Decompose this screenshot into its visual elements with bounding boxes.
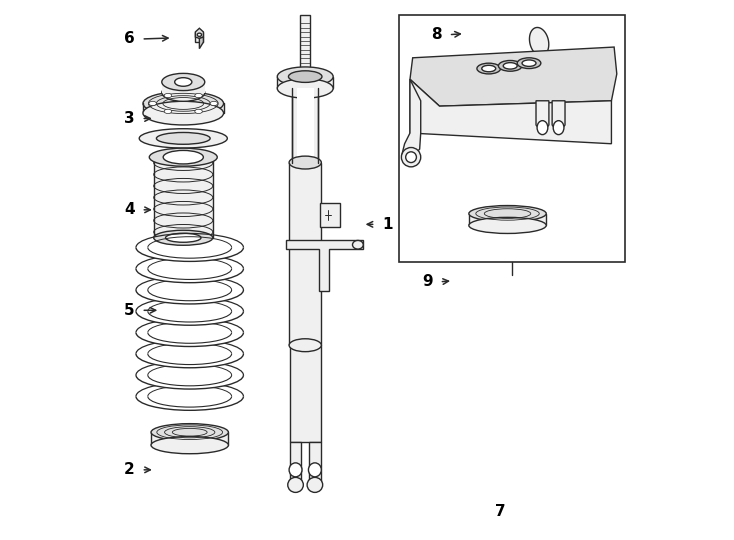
Ellipse shape (288, 477, 303, 492)
Ellipse shape (522, 60, 536, 66)
Ellipse shape (352, 240, 363, 249)
Polygon shape (136, 269, 244, 282)
Ellipse shape (139, 129, 228, 148)
Ellipse shape (537, 120, 548, 134)
Polygon shape (320, 203, 340, 227)
Ellipse shape (288, 71, 322, 83)
Text: 7: 7 (495, 504, 506, 519)
Polygon shape (153, 157, 213, 238)
Ellipse shape (277, 79, 333, 98)
Ellipse shape (197, 33, 202, 36)
Ellipse shape (469, 206, 546, 221)
Polygon shape (161, 82, 205, 93)
Ellipse shape (156, 132, 210, 144)
Polygon shape (402, 79, 421, 160)
Polygon shape (136, 375, 244, 389)
Ellipse shape (289, 339, 321, 352)
Ellipse shape (195, 93, 203, 98)
Text: 3: 3 (124, 111, 135, 126)
Text: 6: 6 (124, 31, 135, 46)
Polygon shape (136, 311, 244, 325)
Polygon shape (469, 214, 546, 225)
Polygon shape (200, 37, 203, 49)
Polygon shape (290, 345, 321, 442)
Ellipse shape (401, 147, 421, 167)
Polygon shape (136, 354, 244, 368)
Text: 5: 5 (124, 303, 135, 318)
Text: 4: 4 (124, 202, 135, 217)
Polygon shape (136, 396, 244, 410)
Polygon shape (309, 442, 321, 485)
Ellipse shape (406, 152, 416, 163)
Ellipse shape (151, 436, 228, 454)
Ellipse shape (469, 218, 546, 233)
Ellipse shape (553, 120, 564, 134)
Polygon shape (286, 240, 363, 292)
Polygon shape (529, 28, 549, 56)
Ellipse shape (161, 73, 205, 91)
Polygon shape (151, 432, 228, 445)
Polygon shape (552, 101, 565, 133)
Polygon shape (297, 89, 314, 163)
Polygon shape (277, 77, 333, 89)
Ellipse shape (210, 102, 218, 106)
Ellipse shape (164, 93, 172, 98)
Polygon shape (136, 290, 244, 304)
Ellipse shape (166, 233, 201, 242)
Ellipse shape (517, 58, 541, 69)
Ellipse shape (482, 65, 495, 72)
Ellipse shape (143, 92, 224, 115)
Polygon shape (289, 163, 321, 345)
Polygon shape (536, 101, 549, 133)
Ellipse shape (143, 102, 224, 125)
Polygon shape (290, 442, 302, 485)
Ellipse shape (308, 463, 321, 477)
Ellipse shape (498, 60, 522, 71)
Ellipse shape (151, 424, 228, 441)
Text: 8: 8 (432, 27, 442, 42)
Polygon shape (410, 47, 617, 106)
Ellipse shape (289, 156, 321, 169)
Text: 1: 1 (382, 217, 393, 232)
Ellipse shape (477, 63, 501, 74)
Polygon shape (300, 15, 310, 71)
Ellipse shape (153, 230, 213, 245)
Polygon shape (136, 333, 244, 347)
Ellipse shape (277, 67, 333, 86)
Polygon shape (195, 32, 203, 42)
Polygon shape (410, 79, 611, 144)
Polygon shape (136, 247, 244, 261)
Ellipse shape (161, 84, 205, 102)
Ellipse shape (175, 78, 192, 86)
Text: 9: 9 (422, 274, 433, 289)
Ellipse shape (149, 148, 217, 166)
Polygon shape (195, 28, 203, 38)
Ellipse shape (164, 109, 172, 113)
Ellipse shape (307, 477, 323, 492)
Ellipse shape (195, 109, 203, 113)
Ellipse shape (504, 63, 517, 69)
Ellipse shape (289, 463, 302, 477)
Ellipse shape (163, 151, 203, 164)
Bar (399, 15, 625, 262)
Text: 2: 2 (124, 462, 135, 477)
Polygon shape (143, 104, 224, 113)
Polygon shape (292, 89, 318, 163)
Ellipse shape (149, 102, 156, 106)
